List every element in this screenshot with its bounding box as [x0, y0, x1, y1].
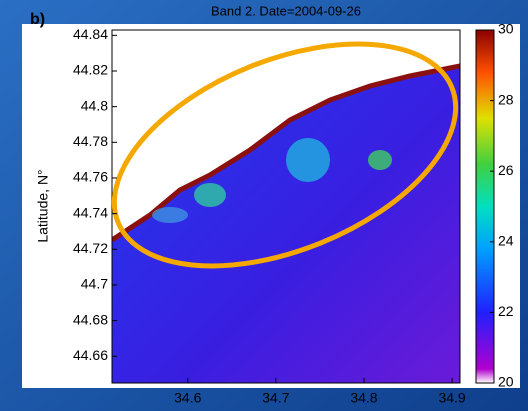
y-tick-label: 44.66: [73, 347, 108, 363]
colorbar-tick-label: 24: [498, 233, 514, 249]
satellite-image: [112, 30, 460, 383]
eddy: [286, 138, 330, 182]
colorbar-tick-label: 22: [498, 303, 514, 319]
x-tick-label: 34.7: [262, 390, 289, 406]
y-tick-label: 44.76: [73, 169, 108, 185]
colorbar-tick-label: 26: [498, 162, 514, 178]
highlight-ellipse: [111, 41, 459, 269]
panel-label: b): [30, 11, 45, 28]
colorbar: [475, 29, 495, 384]
x-tick-label: 34.8: [350, 390, 377, 406]
colorbar-tick-label: 28: [498, 91, 514, 107]
y-tick-label: 44.74: [73, 204, 108, 220]
y-tick-label: 44.68: [73, 311, 108, 327]
x-tick-label: 34.9: [438, 390, 465, 406]
y-tick-label: 44.82: [73, 62, 108, 78]
coastline: [112, 63, 460, 243]
y-tick-label: 44.78: [73, 133, 108, 149]
y-tick-label: 44.72: [73, 240, 108, 256]
eddy: [194, 183, 226, 207]
y-tick-label: 44.84: [73, 26, 108, 42]
eddy: [368, 150, 392, 170]
colorbar-tick-label: 30: [498, 21, 514, 37]
y-tick-label: 44.7: [81, 276, 108, 292]
colorbar-tick-label: 20: [498, 374, 514, 390]
title: Band 2. Date=2004-09-26: [211, 3, 361, 18]
land: [112, 30, 460, 240]
y-axis-label: Latitude, N°: [35, 169, 51, 242]
x-tick-label: 34.6: [174, 390, 201, 406]
figure-panel-left: [22, 24, 108, 388]
eddy: [152, 207, 188, 223]
y-tick-label: 44.8: [81, 97, 108, 113]
